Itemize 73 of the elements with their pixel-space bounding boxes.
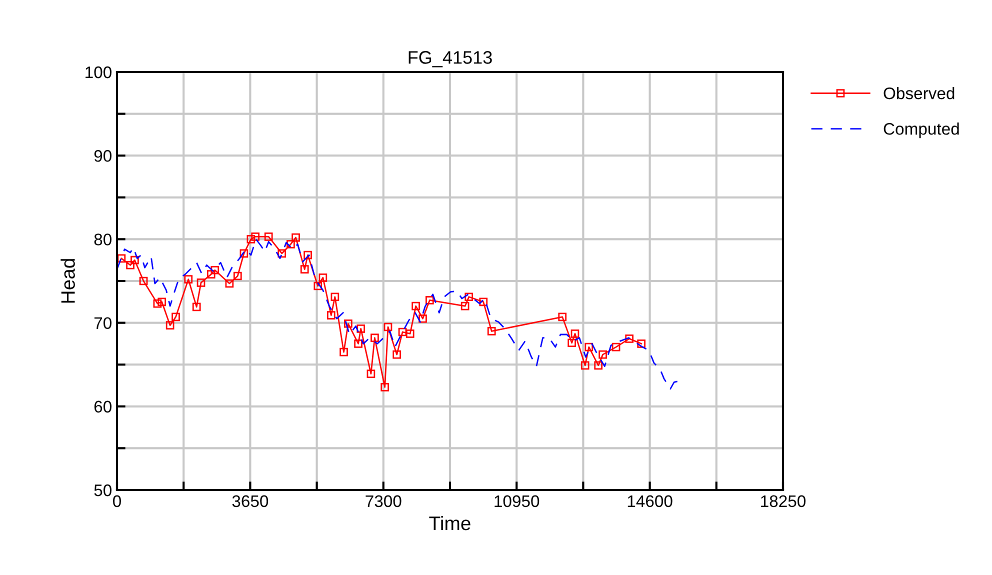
point [314, 282, 322, 290]
y-axis-title: Head [60, 259, 75, 303]
point [584, 342, 594, 352]
point [558, 312, 567, 322]
point [278, 249, 286, 258]
legend-label: Observed [884, 87, 954, 100]
point [612, 342, 620, 352]
point [184, 275, 193, 284]
point [233, 272, 242, 280]
point [240, 249, 248, 258]
point [172, 312, 180, 322]
chart-title: FG_41513 [408, 51, 492, 68]
x-tick-label: 14600 [628, 495, 672, 508]
x-tick-label: 3650 [232, 495, 268, 508]
point [392, 350, 401, 359]
x-axis-title: Time [429, 516, 470, 530]
x-tick-label: 7300 [366, 495, 402, 508]
point [153, 299, 162, 308]
point [326, 311, 336, 320]
y-tick-label: 70 [94, 317, 112, 330]
point [570, 330, 580, 338]
point [580, 361, 590, 370]
point [330, 292, 340, 302]
point [637, 340, 646, 348]
point [568, 338, 576, 348]
point [286, 240, 295, 248]
point [206, 270, 216, 278]
point [117, 254, 126, 263]
x-tick-label: 0 [113, 495, 121, 508]
point [598, 350, 607, 359]
point [366, 370, 376, 378]
point [412, 302, 420, 310]
point [464, 292, 474, 302]
y-tick-label: 60 [94, 400, 112, 413]
point [192, 302, 201, 312]
point [398, 328, 407, 336]
point [356, 324, 366, 333]
x-tick-label: 18250 [761, 495, 806, 508]
point [370, 334, 379, 342]
point [318, 273, 328, 282]
point [625, 334, 634, 343]
point [418, 314, 427, 323]
point [251, 232, 260, 241]
point [340, 348, 348, 356]
point [264, 232, 273, 241]
point [384, 322, 392, 332]
y-tick-label: 90 [94, 150, 112, 162]
point [304, 250, 312, 260]
point [406, 330, 414, 338]
point [380, 383, 389, 392]
point [225, 279, 234, 288]
y-tick-label: 100 [86, 66, 112, 78]
point [210, 266, 220, 274]
point [196, 278, 206, 287]
legend-label: Computed [884, 122, 959, 138]
point [426, 296, 434, 304]
point [460, 302, 470, 310]
y-tick-label: 80 [94, 234, 112, 246]
point [139, 276, 148, 286]
point [479, 298, 488, 306]
point [126, 260, 134, 270]
point [487, 326, 496, 336]
point [246, 235, 256, 244]
point [158, 298, 166, 306]
point [594, 361, 603, 370]
x-tick-label: 10950 [494, 495, 540, 508]
point [292, 233, 300, 242]
point [344, 319, 352, 328]
point [130, 256, 139, 264]
y-tick-label: 50 [94, 484, 112, 496]
point [300, 265, 309, 274]
point [354, 340, 362, 348]
point [166, 321, 174, 330]
